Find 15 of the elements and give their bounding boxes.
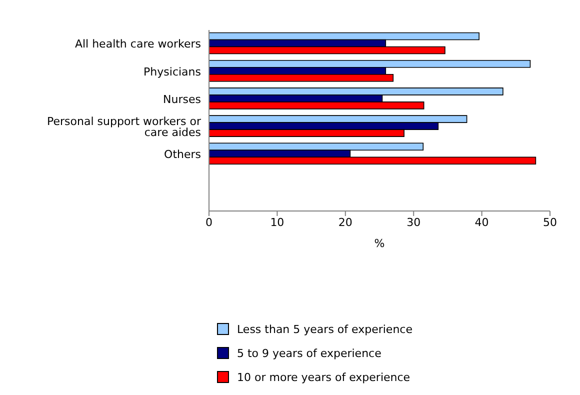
x-tick-label: 0 <box>206 216 212 229</box>
x-tick-label: 30 <box>406 216 421 229</box>
x-tick-label: 50 <box>543 216 557 229</box>
y-tick-label: Personal support workers or care aides <box>47 115 202 140</box>
legend-label: 5 to 9 years of experience <box>237 346 382 360</box>
y-tick-label: Others <box>164 148 202 162</box>
x-axis-title: % <box>374 237 385 250</box>
y-tick-label: All health care workers <box>74 38 202 51</box>
x-tick-label: 40 <box>474 216 489 229</box>
legend-label: Less than 5 years of experience <box>237 322 412 336</box>
x-tick-label: 10 <box>270 216 284 229</box>
y-tick-label: Physicians <box>144 65 202 78</box>
legend-label: 10 or more years of experience <box>237 370 410 384</box>
y-tick-label: Nurses <box>163 92 202 106</box>
x-tick-label: 20 <box>338 216 352 229</box>
